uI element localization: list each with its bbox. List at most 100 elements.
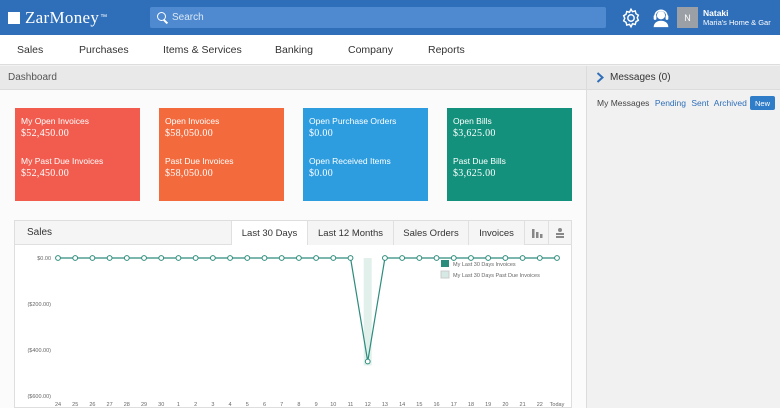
x-tick-label: 29	[141, 402, 147, 407]
x-tick-label: Today	[550, 402, 565, 407]
legend-label: My Last 30 Days Past Due Invoices	[453, 273, 540, 279]
user-name: Nataki	[703, 7, 729, 18]
x-tick-label: 6	[263, 402, 266, 407]
data-point	[72, 255, 79, 261]
new-message-button[interactable]: New	[750, 96, 775, 110]
messages-title: Messages (0)	[610, 72, 671, 83]
y-tick-label: ($200.00)	[27, 302, 51, 308]
tab-last-12-months[interactable]: Last 12 Months	[307, 221, 393, 245]
data-point	[554, 255, 560, 261]
tile-my-open-invoices[interactable]: My Open Invoices $52,450.00 My Past Due …	[15, 108, 140, 201]
page-title: Dashboard	[8, 72, 57, 83]
messages-header[interactable]: Messages (0)	[587, 66, 780, 90]
data-point	[227, 255, 233, 261]
data-point	[278, 255, 285, 261]
data-point	[261, 255, 268, 261]
nav-purchases[interactable]: Purchases	[79, 44, 129, 56]
tab-last-30-days[interactable]: Last 30 Days	[231, 221, 307, 245]
x-tick-label: 26	[89, 402, 95, 407]
nav-reports[interactable]: Reports	[428, 44, 465, 56]
data-point	[382, 255, 388, 261]
logo-text: ZarMoney	[25, 7, 100, 27]
tile-open-purchase-orders[interactable]: Open Purchase Orders $0.00 Open Received…	[303, 108, 428, 201]
x-tick-label: 12	[365, 402, 371, 407]
tile-open-invoices[interactable]: Open Invoices $58,050.00 Past Due Invoic…	[159, 108, 284, 201]
x-tick-label: 5	[246, 402, 249, 407]
user-info: Nataki Maria's Home & Gar	[703, 8, 771, 28]
tile-label: Past Due Invoices	[165, 156, 234, 166]
tab-archived[interactable]: Archived	[713, 98, 747, 108]
data-point	[330, 255, 337, 261]
data-point	[364, 358, 371, 365]
data-point	[485, 255, 492, 261]
nav-sales[interactable]: Sales	[17, 44, 44, 56]
x-tick-label: 8	[297, 402, 300, 407]
x-tick-label: 4	[229, 402, 232, 407]
data-point	[123, 255, 130, 261]
logo-square-icon	[8, 11, 20, 24]
x-tick-label: 3	[211, 402, 214, 407]
dashboard-header: Dashboard	[0, 66, 586, 90]
messages-panel: Messages (0) My Messages Pending Sent Ar…	[586, 66, 780, 408]
x-tick-label: 14	[399, 402, 405, 407]
main-nav: Sales Purchases Items & Services Banking…	[0, 35, 780, 65]
tab-my-messages[interactable]: My Messages	[597, 98, 650, 108]
gear-icon[interactable]	[620, 7, 642, 29]
x-tick-label: 20	[502, 402, 508, 407]
search-bar[interactable]	[150, 7, 606, 28]
chevron-right-icon[interactable]	[596, 72, 604, 83]
y-tick-label: ($400.00)	[27, 348, 51, 354]
x-tick-label: 2	[194, 402, 197, 407]
tab-sales-orders[interactable]: Sales Orders	[393, 221, 468, 245]
tile-value: $0.00	[309, 168, 333, 179]
tile-value: $52,450.00	[21, 128, 69, 139]
sales-chart-header: Sales Last 30 Days Last 12 Months Sales …	[15, 221, 571, 245]
data-point	[106, 255, 113, 261]
data-point	[433, 255, 440, 261]
data-point	[399, 255, 406, 261]
x-tick-label: 9	[315, 402, 318, 407]
nav-items-services[interactable]: Items & Services	[163, 44, 242, 56]
data-point	[89, 255, 96, 261]
y-tick-label: ($600.00)	[27, 394, 51, 400]
x-tick-label: 13	[382, 402, 388, 407]
tile-label: My Open Invoices	[21, 116, 90, 126]
sales-line-chart: $0.00($200.00)($400.00)($600.00)24 25 26 27…	[27, 255, 565, 407]
tab-pending[interactable]: Pending	[654, 98, 687, 108]
tile-label: Open Received Items	[309, 156, 391, 166]
tab-invoices[interactable]: Invoices	[468, 221, 524, 245]
tile-label: Past Due Bills	[453, 156, 506, 166]
y-tick-label: $0.00	[37, 256, 51, 262]
data-point	[347, 255, 354, 261]
x-tick-label: 17	[451, 402, 457, 407]
x-tick-label: 18	[468, 402, 474, 407]
legend-swatch	[441, 260, 449, 267]
user-company: Maria's Home & Gar	[703, 17, 771, 27]
tab-sent[interactable]: Sent	[691, 98, 709, 108]
table-icon[interactable]	[548, 221, 571, 245]
bar-chart-icon[interactable]	[524, 221, 549, 245]
app-logo[interactable]: ZarMoney ™	[8, 8, 146, 28]
x-tick-label: 21	[520, 402, 526, 407]
support-headset-icon[interactable]	[650, 7, 672, 29]
data-point	[175, 255, 182, 261]
search-icon	[150, 7, 172, 28]
x-tick-label: 1	[177, 402, 180, 407]
search-input[interactable]	[172, 7, 592, 28]
avatar: N	[677, 7, 698, 28]
x-tick-label: 30	[158, 402, 164, 407]
sales-chart-panel: Sales Last 30 Days Last 12 Months Sales …	[14, 220, 572, 408]
x-tick-label: 11	[348, 402, 354, 407]
nav-company[interactable]: Company	[348, 44, 393, 56]
tile-value: $58,050.00	[165, 128, 213, 139]
tile-value: $3,625.00	[453, 168, 496, 179]
tile-open-bills[interactable]: Open Bills $3,625.00 Past Due Bills $3,6…	[447, 108, 572, 201]
x-tick-label: 10	[330, 402, 336, 407]
data-point	[502, 255, 509, 261]
legend-swatch	[440, 270, 450, 279]
nav-banking[interactable]: Banking	[275, 44, 313, 56]
user-menu[interactable]: N Nataki Maria's Home & Gar	[677, 5, 780, 30]
tile-label: Open Purchase Orders	[309, 116, 397, 126]
tile-value: $58,050.00	[165, 168, 213, 179]
x-tick-label: 7	[280, 402, 283, 407]
